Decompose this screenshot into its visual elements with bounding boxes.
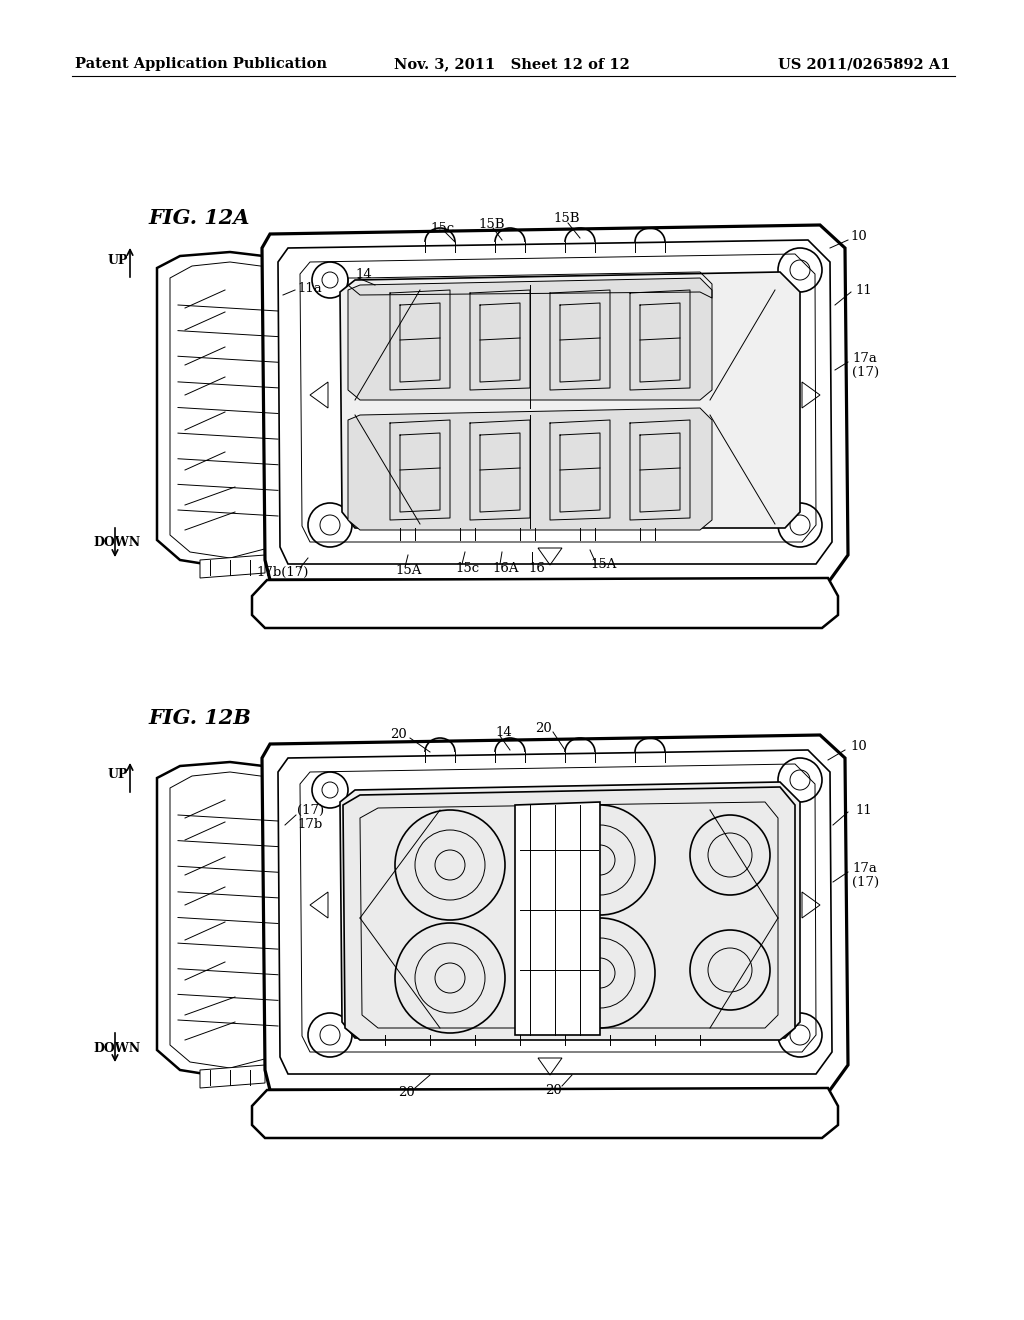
Text: UP: UP [108, 253, 128, 267]
Text: (17): (17) [297, 804, 325, 817]
Text: 17a: 17a [852, 862, 877, 874]
Text: Patent Application Publication: Patent Application Publication [75, 57, 327, 71]
Text: 16: 16 [528, 561, 545, 574]
Polygon shape [262, 224, 848, 579]
Text: 17b: 17b [297, 817, 323, 830]
Polygon shape [200, 1065, 265, 1088]
Text: 11: 11 [855, 284, 871, 297]
Text: 15c: 15c [455, 561, 479, 574]
Text: 16A: 16A [492, 561, 518, 574]
Text: 20: 20 [390, 727, 407, 741]
Text: DOWN: DOWN [93, 536, 140, 549]
Text: 10: 10 [850, 231, 866, 243]
Text: (17): (17) [852, 366, 880, 379]
Text: 20: 20 [545, 1084, 562, 1097]
Text: 17b(17): 17b(17) [256, 565, 308, 578]
Polygon shape [200, 554, 265, 578]
Text: 14: 14 [355, 268, 372, 281]
Text: Nov. 3, 2011   Sheet 12 of 12: Nov. 3, 2011 Sheet 12 of 12 [394, 57, 630, 71]
Text: FIG. 12B: FIG. 12B [148, 708, 251, 729]
Polygon shape [340, 781, 800, 1038]
Polygon shape [157, 252, 295, 568]
Text: 20: 20 [398, 1085, 415, 1098]
Text: FIG. 12A: FIG. 12A [148, 209, 250, 228]
Polygon shape [343, 787, 795, 1040]
Polygon shape [262, 735, 848, 1090]
Text: 15c: 15c [430, 222, 454, 235]
Text: 11: 11 [855, 804, 871, 817]
Text: 17a: 17a [852, 351, 877, 364]
Text: 15A: 15A [395, 565, 421, 578]
Polygon shape [348, 408, 712, 531]
Text: US 2011/0265892 A1: US 2011/0265892 A1 [777, 57, 950, 71]
Text: (17): (17) [852, 875, 880, 888]
Text: UP: UP [108, 768, 128, 781]
Text: 15B: 15B [478, 218, 505, 231]
Polygon shape [348, 279, 712, 400]
Polygon shape [340, 272, 800, 528]
Polygon shape [252, 1088, 838, 1138]
Polygon shape [252, 578, 838, 628]
Polygon shape [157, 762, 295, 1078]
Text: 15B: 15B [553, 213, 580, 226]
Text: 11a: 11a [297, 281, 322, 294]
Text: 10: 10 [850, 741, 866, 754]
Text: 15A: 15A [590, 558, 616, 572]
Text: 14: 14 [495, 726, 512, 738]
Text: DOWN: DOWN [93, 1041, 140, 1055]
Text: 20: 20 [535, 722, 552, 734]
Polygon shape [515, 803, 600, 1035]
